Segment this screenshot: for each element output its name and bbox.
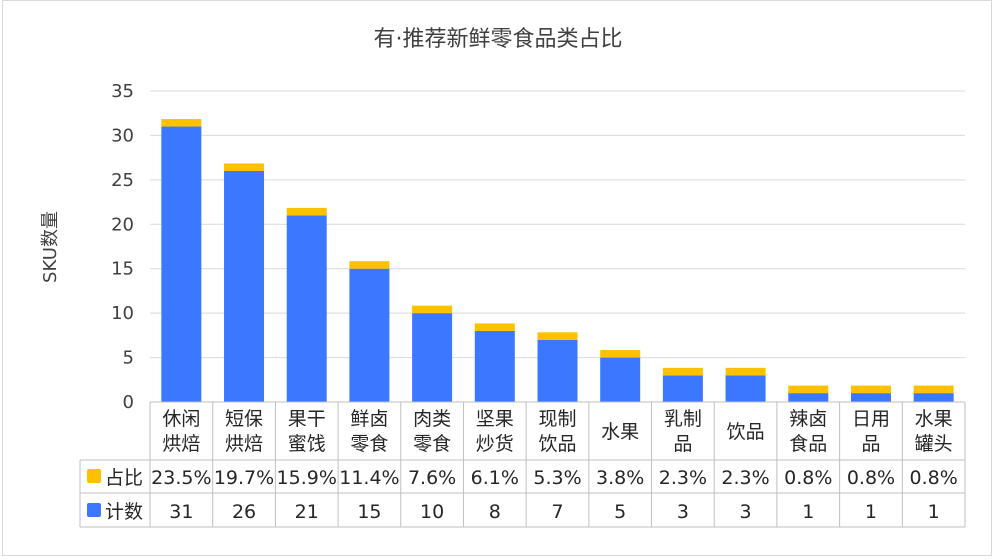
bar-share [412, 305, 453, 314]
bar-count [913, 393, 954, 402]
category-label: 水果 [915, 408, 953, 430]
category-label: 坚果 [476, 408, 514, 430]
category-label: 休闲 [162, 408, 200, 430]
bar-share [662, 367, 703, 376]
table-cell-count: 1 [802, 501, 814, 523]
bar-share [349, 261, 390, 269]
bar-count [224, 170, 265, 402]
category-label: 罐头 [915, 433, 953, 455]
category-label: 蜜饯 [288, 433, 326, 455]
bar-share [537, 332, 578, 340]
category-label: 辣卤 [789, 408, 827, 430]
category-label: 烘焙 [162, 433, 200, 455]
table-cell-share: 0.8% [847, 467, 895, 489]
bar-count [412, 313, 453, 402]
table-cell-share: 7.6% [408, 467, 456, 489]
bar-count [788, 393, 829, 402]
category-label: 鲜卤 [350, 408, 388, 430]
y-tick-label: 35 [111, 81, 134, 102]
y-tick-label: 5 [123, 348, 134, 369]
y-tick-label: 10 [111, 303, 134, 324]
category-label: 品 [861, 433, 880, 455]
table-cell-share: 2.3% [659, 467, 707, 489]
bar-share [224, 163, 265, 171]
table-cell-count: 31 [169, 501, 193, 523]
table-cell-share: 2.3% [721, 467, 769, 489]
category-label: 炒货 [476, 433, 514, 455]
y-tick-label: 25 [111, 170, 134, 191]
table-cell-share: 5.3% [533, 467, 581, 489]
table-cell-share: 0.8% [784, 467, 832, 489]
bar-count [850, 393, 891, 402]
category-label: 品 [673, 433, 692, 455]
category-label: 饮品 [538, 433, 576, 455]
bar-share [161, 119, 202, 127]
category-label: 零食 [350, 433, 388, 455]
bar-share [725, 367, 766, 376]
bar-share [474, 323, 515, 331]
bar-count [161, 126, 202, 403]
category-label: 食品 [789, 433, 827, 455]
bar-count [662, 375, 703, 402]
category-label: 日用 [852, 408, 890, 430]
table-cell-count: 26 [232, 501, 256, 523]
legend-label-count: 计数 [105, 501, 143, 523]
bar-share [913, 385, 954, 394]
table-cell-count: 7 [551, 501, 563, 523]
bar-count [286, 215, 327, 402]
table-cell-share: 0.8% [910, 467, 958, 489]
bar-share [850, 385, 891, 394]
table-cell-count: 3 [740, 501, 752, 523]
table-cell-share: 6.1% [471, 467, 519, 489]
table-cell-count: 21 [295, 501, 319, 523]
table-cell-count: 1 [865, 501, 877, 523]
table-cell-share: 15.9% [277, 467, 337, 489]
table-cell-count: 5 [614, 501, 626, 523]
y-tick-label: 0 [123, 392, 134, 413]
bar-count [474, 330, 515, 402]
table-cell-count: 15 [357, 501, 381, 523]
table-cell-count: 3 [677, 501, 689, 523]
category-label: 现制 [538, 408, 576, 430]
category-label: 乳制 [664, 408, 702, 430]
legend-key-share [87, 469, 101, 483]
table-cell-count: 8 [489, 501, 501, 523]
bar-count [600, 357, 641, 402]
chart-title: 有·推荐新鲜零食品类占比 [374, 27, 623, 52]
bar-count [537, 339, 578, 402]
bar-share [600, 350, 641, 358]
y-tick-label: 20 [111, 214, 134, 235]
table-cell-share: 23.5% [151, 467, 211, 489]
table-cell-count: 1 [928, 501, 940, 523]
category-label: 烘焙 [225, 433, 263, 455]
table-cell-count: 10 [420, 501, 444, 523]
legend-label-share: 占比 [105, 467, 143, 489]
table-cell-share: 3.8% [596, 467, 644, 489]
y-axis-label: SKU数量 [40, 211, 61, 283]
legend-key-count [87, 503, 101, 517]
category-label: 肉类 [413, 408, 451, 430]
category-label: 零食 [413, 433, 451, 455]
y-tick-label: 30 [111, 125, 134, 146]
category-label: 果干 [288, 408, 326, 430]
y-tick-label: 15 [111, 259, 134, 280]
bar-count [349, 268, 390, 402]
table-cell-share: 11.4% [339, 467, 399, 489]
category-label: 短保 [225, 408, 263, 430]
bar-share [286, 207, 327, 216]
category-label: 水果 [601, 421, 639, 443]
bar-count [725, 375, 766, 402]
bar-share [788, 385, 829, 394]
table-cell-share: 19.7% [214, 467, 274, 489]
category-label: 饮品 [727, 421, 765, 443]
